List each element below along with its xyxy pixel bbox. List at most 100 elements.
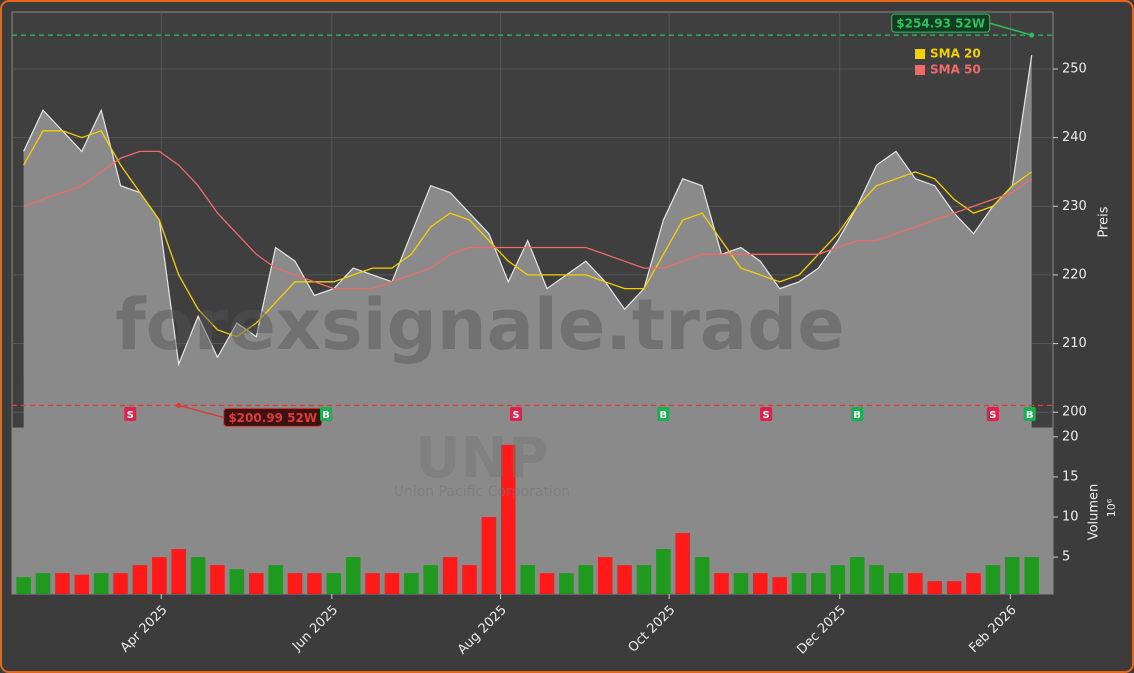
price-line xyxy=(23,130,1033,338)
volume-bar xyxy=(307,573,322,594)
y2-tick-label: 15 xyxy=(1062,469,1079,484)
volume-bar xyxy=(210,565,225,594)
signal-box xyxy=(986,407,999,421)
volume-bar xyxy=(35,573,51,594)
volume-bar xyxy=(171,549,186,594)
volume-bar xyxy=(404,573,419,594)
level-box xyxy=(891,13,991,33)
volume-bar xyxy=(268,565,283,594)
y2-tick-label: 10 xyxy=(1062,510,1079,525)
volume-bar xyxy=(946,581,962,594)
volume-bar xyxy=(675,533,691,594)
signal-box xyxy=(124,407,137,421)
volume-bar xyxy=(55,573,70,594)
signal-label: S xyxy=(989,410,996,421)
volume-bar xyxy=(849,557,865,594)
symbol: UNP xyxy=(415,426,548,491)
y-tick-label: 230 xyxy=(1062,199,1087,214)
signal-box xyxy=(1023,407,1036,421)
y-tick-label: 200 xyxy=(1062,405,1087,420)
volume-bar xyxy=(16,577,31,594)
legend-label: SMA 50 xyxy=(930,63,981,77)
y-tick-label: 250 xyxy=(1062,61,1087,76)
signal-box xyxy=(657,407,670,421)
signal-label: S xyxy=(762,410,769,421)
y-axis-label: Preis xyxy=(1097,206,1112,237)
volume-bar xyxy=(830,565,846,594)
volume-bar xyxy=(365,573,380,594)
legend-label: SMA 20 xyxy=(930,47,981,61)
volume-bar xyxy=(132,565,148,594)
volume-bar xyxy=(539,573,555,594)
volume-bar xyxy=(966,573,981,594)
y2-tick-label: 20 xyxy=(1062,429,1079,444)
volume-bar xyxy=(985,565,1001,594)
y2-tick-label: 5 xyxy=(1062,550,1070,565)
volume-bar xyxy=(93,573,109,594)
signal-label: B xyxy=(853,410,861,421)
volume-bar xyxy=(326,573,342,594)
volume-bar xyxy=(772,577,787,594)
volume-bar xyxy=(578,565,594,594)
volume-bar xyxy=(500,444,516,594)
signal-box xyxy=(851,407,864,421)
volume-bar xyxy=(908,573,923,594)
volume-bar xyxy=(520,565,535,594)
y2-multiplier: 10⁶ xyxy=(1105,498,1118,517)
volume-bar xyxy=(656,549,671,594)
signal-box xyxy=(760,407,773,421)
legend-swatch xyxy=(915,65,925,75)
volume-bar xyxy=(1005,557,1020,594)
volume-bar xyxy=(113,573,128,594)
volume-bar xyxy=(753,573,768,594)
volume-bar xyxy=(423,565,438,594)
level-arrow xyxy=(178,404,224,419)
volume-bar xyxy=(248,573,264,594)
signal-box xyxy=(320,407,333,421)
signal-box xyxy=(510,407,523,421)
volume-bar xyxy=(559,573,574,594)
volume-bar xyxy=(384,573,400,594)
volume-bar xyxy=(190,557,206,594)
volume-bar xyxy=(791,573,807,594)
watermark: forexsignale.trade xyxy=(115,284,844,366)
signal-label: B xyxy=(660,410,668,421)
volume-bar xyxy=(481,517,497,594)
signal-label: S xyxy=(512,410,519,421)
volume-bar xyxy=(442,557,458,594)
volume-bar xyxy=(74,574,90,594)
level-arrow xyxy=(989,22,1032,36)
level-point xyxy=(176,402,182,408)
company: Union Pacific Corporation xyxy=(394,484,571,500)
level-point xyxy=(1029,32,1035,38)
signal-label: B xyxy=(1026,410,1034,421)
level-label: $200.99 52W xyxy=(228,411,317,425)
level-label: $254.93 52W xyxy=(896,17,985,31)
volume-bar xyxy=(617,565,632,594)
volume-bar xyxy=(714,573,729,594)
y-tick-label: 210 xyxy=(1062,336,1087,351)
signal-label: S xyxy=(127,410,134,421)
price-line xyxy=(23,55,1033,367)
volume-bar xyxy=(636,565,652,594)
y-tick-label: 220 xyxy=(1062,267,1087,282)
y2-axis-label: Volumen xyxy=(1087,484,1102,541)
volume-bar xyxy=(152,557,167,594)
volume-bar xyxy=(927,581,943,594)
volume-bar xyxy=(888,573,904,594)
volume-bar xyxy=(287,573,303,594)
y-tick-label: 240 xyxy=(1062,130,1087,145)
volume-bar xyxy=(1024,557,1039,594)
volume-bar xyxy=(694,557,710,594)
volume-bar xyxy=(229,569,245,594)
legend-swatch xyxy=(915,49,925,59)
signal-label: B xyxy=(322,410,330,421)
volume-bar xyxy=(597,557,613,594)
volume-bar xyxy=(811,573,826,594)
price-line xyxy=(23,150,1033,290)
volume-bar xyxy=(345,557,361,594)
volume-bar xyxy=(733,573,749,594)
volume-bar xyxy=(869,565,884,594)
volume-bar xyxy=(462,565,477,594)
